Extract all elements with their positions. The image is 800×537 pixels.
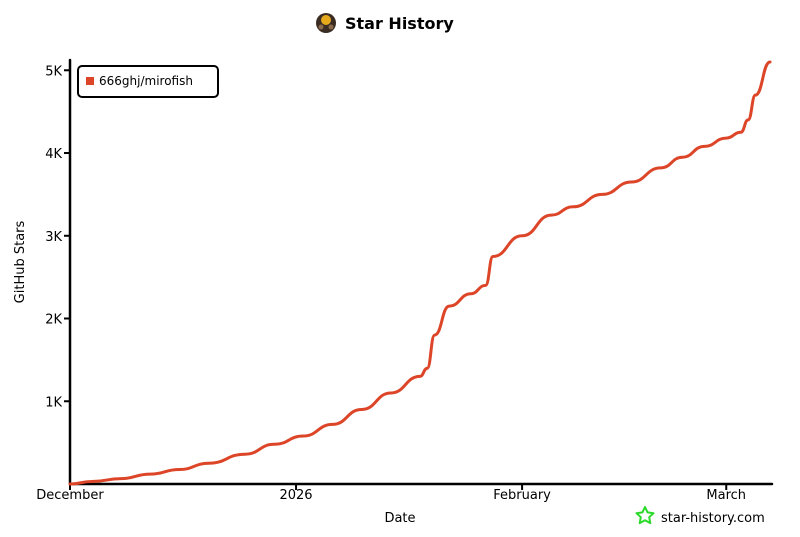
series-point: [469, 292, 473, 295]
chart-title-group: Star History: [316, 13, 454, 33]
star-icon: [635, 506, 655, 525]
y-tick-label: 2K: [45, 313, 62, 328]
series-point: [302, 434, 305, 438]
series-point: [630, 180, 633, 184]
y-tick-label: 3K: [45, 230, 62, 245]
series-point: [426, 367, 429, 370]
y-tick-label: 4K: [45, 147, 62, 162]
series-point: [739, 131, 742, 134]
legend-swatch: [86, 77, 94, 85]
series-point: [243, 453, 247, 456]
series-point: [754, 93, 757, 97]
legend-label-mirofish: 666ghj/mirofish: [99, 74, 193, 88]
series-point: [659, 166, 662, 170]
series-point: [491, 255, 495, 258]
footer: star-history.com: [635, 506, 765, 526]
y-tick-label: 5K: [45, 64, 62, 79]
series-point: [418, 375, 422, 378]
series-point: [360, 408, 363, 411]
series-point: [68, 482, 72, 486]
series-point: [90, 480, 94, 483]
series-point: [433, 333, 436, 337]
series-point: [550, 213, 553, 217]
repo-avatar-icon: [316, 13, 336, 33]
series-group: [68, 60, 772, 486]
series-point: [273, 443, 276, 446]
series-point: [149, 472, 152, 476]
x-tick-label: December: [36, 488, 104, 503]
y-axis-title: GitHub Stars: [13, 220, 28, 303]
series-point: [703, 145, 706, 148]
series-point: [207, 462, 210, 465]
series-point: [119, 477, 123, 480]
series-point: [601, 193, 604, 196]
legend-box: [77, 65, 219, 98]
series-point: [331, 423, 334, 426]
axes: [68, 58, 774, 486]
x-tick-label: 2026: [279, 488, 312, 503]
series-point: [484, 284, 487, 287]
x-tick-label: February: [493, 488, 551, 503]
series-point: [389, 391, 392, 395]
series-point: [448, 304, 451, 308]
x-tick-label: March: [706, 488, 746, 503]
series-point: [725, 136, 728, 140]
y-axis-ticks: 1K 2K 3K 4K 5K: [45, 64, 70, 410]
series-point: [571, 205, 575, 208]
footer-link[interactable]: star-history.com: [661, 511, 765, 526]
series-point: [768, 60, 772, 64]
legend: 666ghj/mirofish: [77, 65, 219, 98]
series-point: [178, 468, 181, 471]
y-tick-label: 1K: [45, 395, 62, 410]
series-point: [681, 156, 684, 159]
x-axis-title: Date: [384, 511, 415, 526]
series-line-0: [68, 60, 772, 486]
x-axis-ticks: December 2026 February March: [36, 484, 746, 503]
series-point: [520, 234, 524, 237]
chart-title: Star History: [345, 14, 454, 33]
series-point: [746, 118, 750, 122]
